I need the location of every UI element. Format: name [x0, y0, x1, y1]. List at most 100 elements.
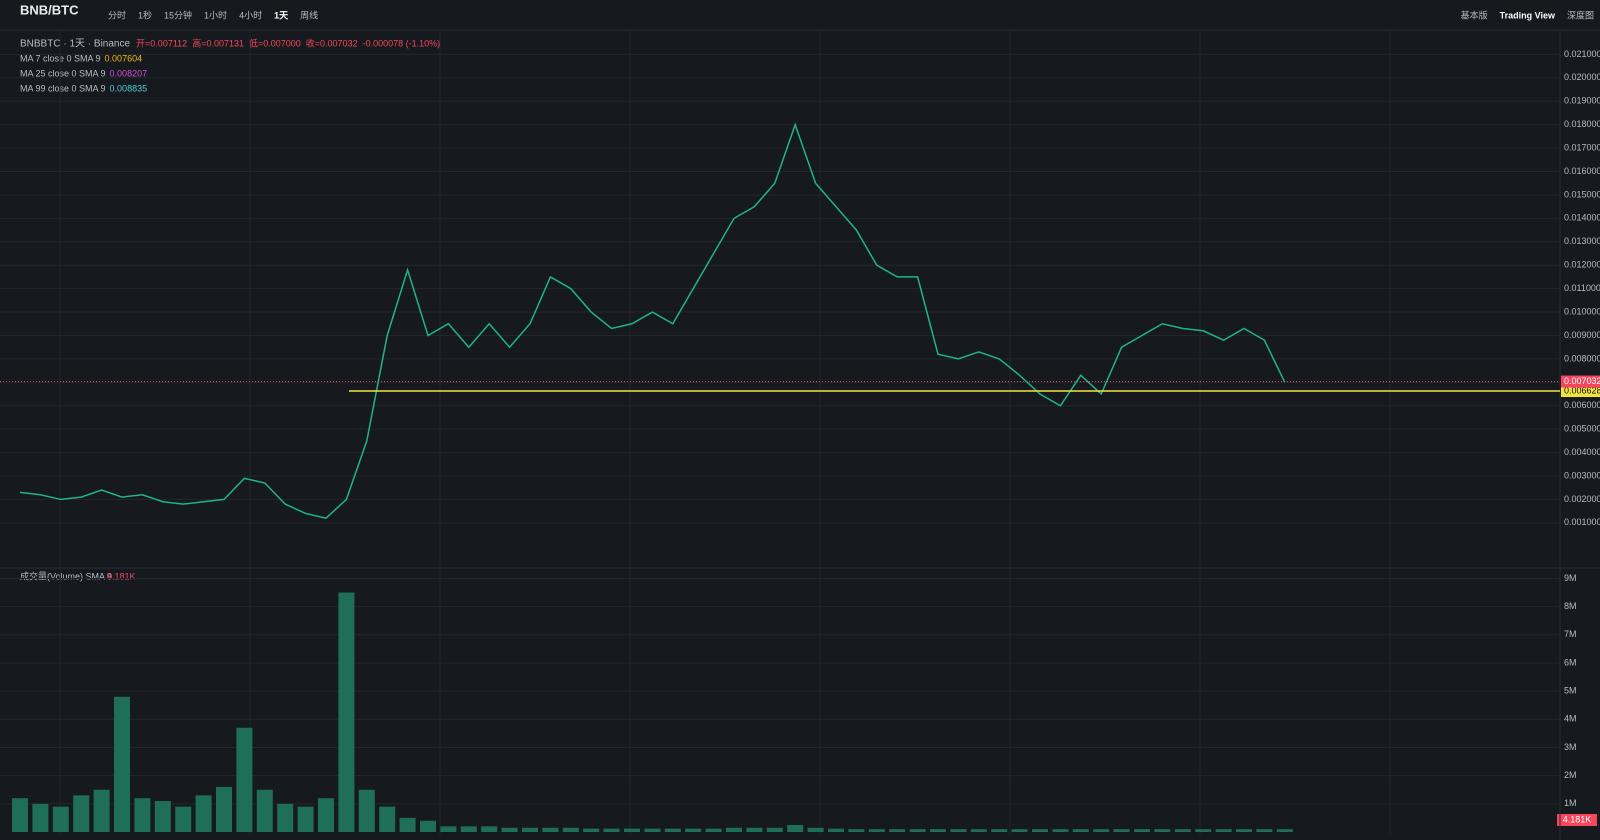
- y-tick-label: 0.016000: [1564, 166, 1600, 176]
- legend-title: BNBBTC · 1天 · Binance: [20, 39, 130, 50]
- volume-bar: [664, 828, 681, 832]
- y-tick-label: 0.002000: [1564, 494, 1600, 504]
- interval-tab[interactable]: 周线: [300, 9, 318, 20]
- indicator-name: MA 99 close 0 SMA 9: [20, 83, 106, 93]
- volume-bar: [930, 829, 946, 832]
- volume-bar: [12, 798, 28, 832]
- volume-bar: [1276, 829, 1293, 832]
- y-tick-label: 0.012000: [1564, 260, 1600, 270]
- volume-tag-label: 4.181K: [1563, 814, 1592, 824]
- volume-bar: [175, 806, 192, 832]
- volume-tick-label: 3M: [1564, 742, 1577, 752]
- volume-bar: [501, 827, 518, 832]
- volume-bar: [705, 828, 722, 832]
- volume-bar: [338, 592, 355, 832]
- indicator-value: 0.008207: [110, 68, 148, 78]
- volume-bar: [216, 786, 232, 832]
- indicator-value: 0.007604: [105, 53, 143, 63]
- y-tick-label: 0.005000: [1564, 424, 1600, 434]
- volume-bar: [297, 806, 314, 832]
- interval-tab[interactable]: 分时: [108, 9, 126, 20]
- last-price-tag: [1561, 375, 1600, 388]
- volume-tick-label: 9M: [1564, 573, 1577, 583]
- volume-last: 4.181K: [107, 571, 136, 581]
- y-tick-label: 0.014000: [1564, 213, 1600, 223]
- volume-tick-label: 1M: [1564, 798, 1577, 808]
- volume-bar: [746, 827, 763, 832]
- y-tick-label: 0.009000: [1564, 330, 1600, 340]
- volume-tick-label: 2M: [1564, 770, 1577, 780]
- interval-tab[interactable]: 1天: [274, 10, 289, 20]
- ohlc-value: 收=0.007032: [306, 37, 358, 48]
- y-tick-label: 0.011000: [1564, 283, 1600, 293]
- y-tick-label: 0.013000: [1564, 236, 1600, 246]
- symbol[interactable]: BNB/BTC: [20, 2, 79, 17]
- volume-bar: [950, 829, 967, 832]
- y-tick-label: 0.017000: [1564, 142, 1600, 152]
- ohlc-value: -0.000078 (-1.10%): [363, 38, 441, 48]
- indicator-name: MA 25 close 0 SMA 9: [20, 68, 106, 78]
- ohlc-value: 开=0.007112: [136, 38, 187, 48]
- volume-bar: [1154, 829, 1171, 832]
- volume-bar: [1256, 829, 1273, 832]
- volume-bar: [848, 829, 865, 832]
- y-tick-label: 0.018000: [1564, 119, 1600, 129]
- volume-bar: [726, 827, 742, 832]
- volume-bar: [93, 789, 110, 832]
- volume-bar: [379, 806, 396, 832]
- volume-bar: [787, 824, 804, 832]
- y-tick-label: 0.008000: [1564, 353, 1600, 363]
- interval-tab[interactable]: 1小时: [204, 9, 227, 20]
- volume-bar: [1195, 829, 1212, 832]
- volume-bar: [1072, 829, 1089, 832]
- volume-bar: [1236, 829, 1252, 832]
- volume-bar: [807, 827, 824, 832]
- interval-tab[interactable]: 1秒: [138, 9, 152, 20]
- y-tick-label: 0.021000: [1564, 49, 1600, 59]
- y-tick-label: 0.019000: [1564, 96, 1600, 106]
- volume-bar: [1032, 829, 1048, 832]
- volume-bar: [868, 829, 885, 832]
- volume-bar: [685, 828, 702, 832]
- volume-bar: [624, 828, 640, 832]
- interval-tab[interactable]: 15分钟: [164, 9, 192, 20]
- volume-bar: [318, 798, 334, 832]
- y-tick-label: 0.015000: [1564, 189, 1600, 199]
- volume-bar: [1215, 829, 1232, 832]
- volume-bar: [236, 727, 253, 832]
- volume-bar: [134, 798, 151, 832]
- view-tab[interactable]: 基本版: [1461, 9, 1488, 20]
- volume-bar: [1174, 829, 1191, 832]
- volume-bar: [562, 827, 579, 832]
- view-tab[interactable]: 深度图: [1567, 9, 1594, 20]
- volume-title: 成交量(Volume) SMA 9: [20, 570, 112, 581]
- level-tag: [1561, 385, 1600, 398]
- volume-bar: [481, 826, 498, 832]
- ohlc-value: 高=0.007131: [192, 37, 244, 48]
- y-tick-label: 0.010000: [1564, 306, 1600, 316]
- volume-bar: [583, 828, 600, 832]
- volume-bar: [828, 828, 844, 832]
- volume-bar: [1113, 829, 1130, 832]
- volume-bar: [644, 828, 661, 832]
- y-tick-label: 0.020000: [1564, 72, 1600, 82]
- view-tab[interactable]: Trading View: [1500, 10, 1556, 20]
- volume-bar: [440, 826, 457, 832]
- volume-bar: [522, 827, 538, 832]
- volume-bar: [73, 795, 90, 832]
- volume-bar: [399, 817, 416, 832]
- y-tick-label: 0.004000: [1564, 447, 1600, 457]
- y-tick-label: 0.003000: [1564, 470, 1600, 480]
- volume-tick-label: 7M: [1564, 629, 1577, 639]
- interval-tab[interactable]: 4小时: [239, 9, 262, 20]
- volume-tick-label: 5M: [1564, 686, 1577, 696]
- price-line: [19, 122, 1286, 519]
- volume-tick-label: 8M: [1564, 601, 1577, 611]
- volume-bar: [195, 795, 212, 832]
- indicator-value: 0.008835: [110, 83, 148, 93]
- level-label: 0.006628: [1564, 385, 1600, 395]
- volume-bar: [766, 827, 783, 832]
